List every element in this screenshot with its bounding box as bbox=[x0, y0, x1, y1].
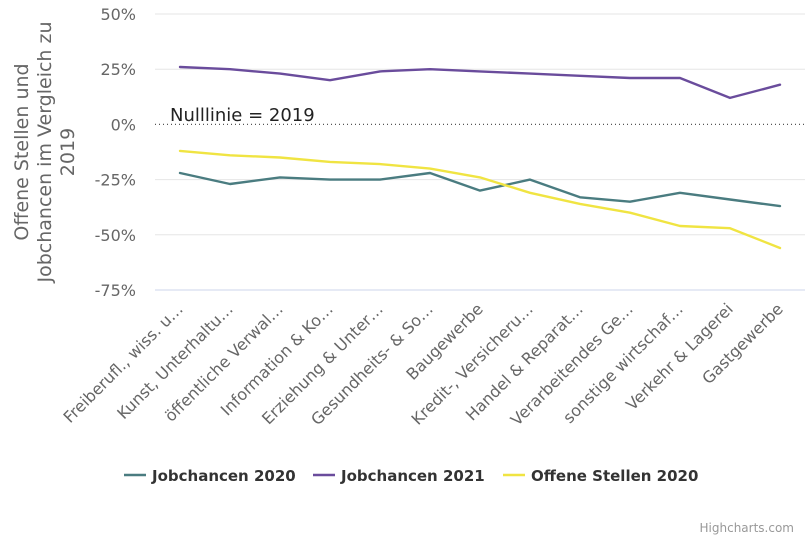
series-lines bbox=[178, 65, 782, 250]
legend-label: Offene Stellen 2020 bbox=[531, 467, 698, 485]
y-tick-label: -75% bbox=[95, 281, 136, 300]
legend-item[interactable]: Jobchancen 2020 bbox=[124, 467, 296, 485]
y-axis-title-line: Offene Stellen und bbox=[11, 63, 33, 240]
series-line-2[interactable] bbox=[178, 65, 782, 100]
y-axis-tick-labels: 50% 25% 0% -25% -50% -75% bbox=[95, 5, 136, 300]
y-axis-title: Offene Stellen und Jobchancen im Vergleic… bbox=[11, 21, 79, 283]
y-axis-title-line: 2019 bbox=[57, 128, 79, 176]
y-tick-label: -25% bbox=[95, 171, 136, 190]
legend-label: Jobchancen 2020 bbox=[151, 467, 296, 485]
y-tick-label: 0% bbox=[111, 115, 136, 134]
y-tick-label: -50% bbox=[95, 226, 136, 245]
legend-item[interactable]: Offene Stellen 2020 bbox=[503, 467, 698, 485]
zero-line-annotation: Nulllinie = 2019 bbox=[170, 105, 315, 126]
y-tick-label: 25% bbox=[100, 60, 136, 79]
series-line-3[interactable] bbox=[178, 149, 782, 250]
grid-lines bbox=[155, 13, 805, 291]
legend-label: Jobchancen 2021 bbox=[340, 467, 485, 485]
credits-label[interactable]: Highcharts.com bbox=[700, 521, 794, 535]
y-tick-label: 50% bbox=[100, 5, 136, 24]
x-axis-tick-labels: Freiberufl., wiss. u…Kunst, Unterhaltu…ö… bbox=[59, 299, 786, 429]
y-axis-title-line: Jobchancen im Vergleich zu bbox=[34, 21, 56, 283]
legend-item[interactable]: Jobchancen 2021 bbox=[313, 467, 485, 485]
legend[interactable]: Jobchancen 2020 Jobchancen 2021 Offene Ste… bbox=[124, 467, 698, 485]
